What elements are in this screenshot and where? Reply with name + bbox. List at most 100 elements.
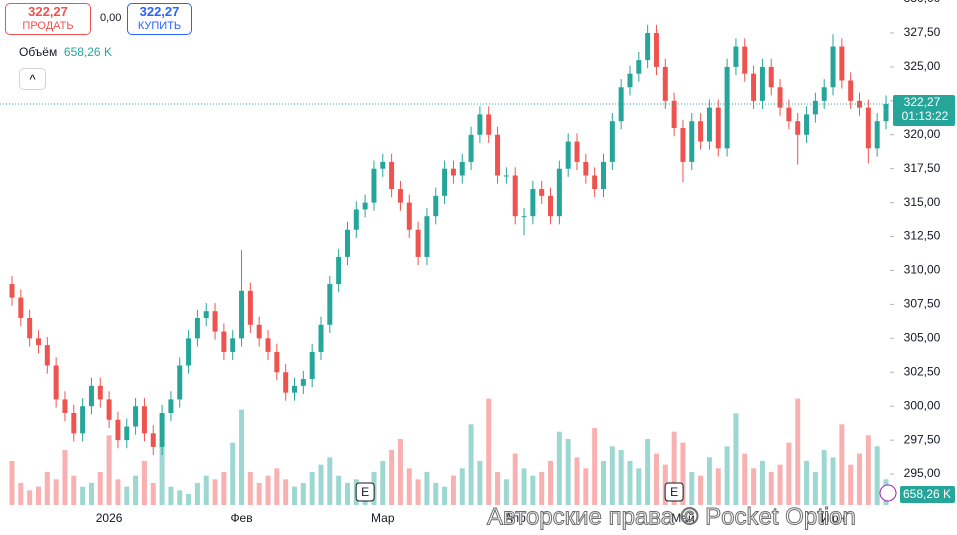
candle-body	[433, 195, 439, 217]
candle-body	[300, 379, 306, 386]
candle-body	[450, 168, 456, 176]
volume-bar	[848, 464, 854, 505]
x-tick-label: 2026	[96, 511, 123, 525]
candle-body	[706, 107, 712, 142]
candle-body	[662, 66, 668, 101]
volume-bar	[406, 468, 412, 505]
volume-bar	[486, 398, 492, 505]
volume-bar	[583, 468, 589, 505]
volume-bar	[830, 457, 836, 505]
volume-bar	[512, 453, 518, 505]
buy-button[interactable]: 322,27 КУПИТЬ	[127, 3, 192, 35]
candle-body	[106, 399, 112, 420]
volume-bar	[592, 428, 598, 505]
candle-body	[468, 134, 474, 162]
candle-body	[812, 100, 818, 115]
volume-bar	[459, 468, 465, 505]
y-tick-label: 295,00	[904, 466, 941, 480]
collapse-button[interactable]: ^	[19, 68, 46, 90]
volume-bar	[857, 453, 863, 505]
x-tick-label: Фев	[230, 511, 252, 525]
candle-body	[795, 121, 801, 135]
x-tick-label: Апр	[505, 511, 527, 525]
volume-box-label: 658,26 K	[903, 487, 951, 501]
candle-body	[415, 229, 421, 257]
buy-label: КУПИТЬ	[137, 20, 182, 32]
volume-bar	[150, 483, 156, 505]
volume-bar	[53, 479, 59, 505]
candle-body	[698, 121, 704, 142]
sell-button[interactable]: 322,27 ПРОДАТЬ	[5, 3, 91, 35]
volume-box	[900, 486, 955, 503]
volume-bar	[80, 486, 86, 505]
candle-body	[186, 338, 192, 366]
volume-bar	[309, 472, 315, 505]
volume-bar	[706, 457, 712, 505]
x-tick-label: Мар	[371, 511, 395, 525]
volume-bar	[521, 468, 527, 505]
candle-body	[539, 189, 545, 196]
volume-bar	[495, 472, 501, 505]
volume-bar	[804, 461, 810, 505]
candle-body	[80, 406, 86, 434]
volume-bar	[71, 475, 77, 505]
candle-body	[865, 107, 871, 149]
candle-body	[203, 311, 209, 318]
candle-body	[283, 372, 289, 393]
candle-body	[397, 189, 403, 203]
volume-bar	[724, 446, 730, 505]
last-price-label: 322,27	[904, 95, 941, 109]
candle-body	[839, 46, 845, 81]
volume-bar	[344, 483, 350, 505]
candle-body	[653, 32, 659, 67]
candle-body	[88, 385, 94, 407]
x-tick-label: Июн	[821, 511, 845, 525]
y-tick-label: 327,50	[904, 25, 941, 39]
candle-body	[759, 66, 765, 101]
volume-bar	[327, 457, 333, 505]
y-tick-label: 312,50	[904, 229, 941, 243]
volume-bar	[247, 472, 253, 505]
candle-body	[115, 419, 121, 441]
candle-body	[177, 365, 183, 400]
volume-bar	[777, 464, 783, 505]
event-marker	[355, 482, 375, 502]
candle-body	[265, 338, 271, 352]
volume-bar	[433, 483, 439, 505]
volume-bar	[442, 486, 448, 505]
watermark: Авторские права © Pocket Option	[487, 503, 856, 530]
candle-body	[821, 87, 827, 101]
volume-bar	[600, 461, 606, 505]
volume-bar	[115, 479, 121, 505]
candle-body	[565, 141, 571, 169]
y-tick-label: 307,50	[904, 297, 941, 311]
volume-bar	[565, 439, 571, 505]
x-tick-label: Май	[671, 511, 695, 525]
volume-bar	[786, 442, 792, 505]
y-tick-label: 320,00	[904, 127, 941, 141]
volume-bar	[539, 472, 545, 505]
volume-bar	[9, 461, 15, 505]
volume-bar	[124, 486, 130, 505]
candle-body	[133, 406, 139, 427]
candle-body	[309, 351, 315, 380]
volume-bar	[44, 472, 50, 505]
candle-body	[830, 46, 836, 88]
buy-price: 322,27	[139, 4, 180, 19]
candle-body	[168, 399, 174, 413]
candle-body	[344, 229, 350, 257]
volume-bar	[230, 442, 236, 505]
volume-bar	[671, 431, 677, 505]
candle-body	[406, 202, 412, 230]
volume-bar	[556, 431, 562, 505]
volume-bar	[62, 450, 68, 505]
volume-bar	[548, 461, 554, 505]
alert-icon	[879, 484, 897, 502]
candle-body	[44, 345, 50, 366]
volume-bar	[530, 475, 536, 505]
candle-body	[609, 121, 615, 162]
volume-bar	[733, 413, 739, 505]
spread: 0,00	[100, 12, 122, 24]
volume-bar	[18, 483, 24, 505]
event-marker	[664, 482, 684, 502]
